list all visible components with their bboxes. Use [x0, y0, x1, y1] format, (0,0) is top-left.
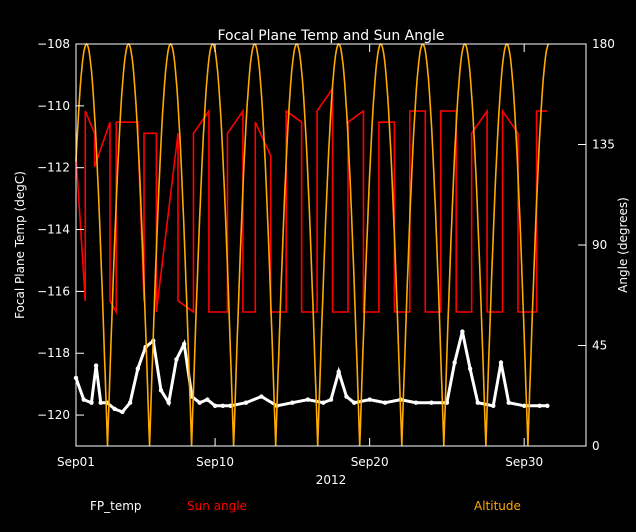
x-tick-label: Sep20: [351, 455, 389, 469]
legend-sun-angle: Sun angle: [187, 499, 247, 513]
legend-altitude: Altitude: [474, 499, 521, 513]
y-axis-label: Focal Plane Temp (degC): [13, 171, 27, 319]
y2-tick-label: 90: [592, 238, 607, 252]
y2-tick-label: 135: [592, 138, 615, 152]
altitude-line: [75, 43, 550, 447]
y-tick-label: −120: [37, 408, 70, 422]
y-tick-label: −112: [37, 161, 70, 175]
legend-fp-temp: FP_temp: [90, 499, 142, 513]
y-tick-label: −116: [37, 284, 70, 298]
x-tick-label: Sep10: [196, 455, 234, 469]
x-tick-label: Sep30: [505, 455, 543, 469]
y-tick-label: −118: [37, 346, 70, 360]
series-layer: [73, 43, 550, 447]
fp-temp-line: [74, 331, 548, 414]
y-tick-label: −114: [37, 223, 70, 237]
y-tick-label: −108: [37, 37, 70, 51]
y2-tick-label: 45: [592, 339, 607, 353]
y2-axis-label: Angle (degrees): [616, 197, 630, 293]
y2-tick-label: 180: [592, 37, 615, 51]
x-axis-label: 2012: [316, 473, 347, 487]
y2-tick-label: 0: [592, 439, 600, 453]
x-tick-label: Sep01: [57, 455, 95, 469]
chart-title: Focal Plane Temp and Sun Angle: [217, 28, 444, 44]
y-tick-label: −110: [37, 99, 70, 113]
tick-layer: Sep01 Sep10 Sep20 Sep30 −120 −118 −116 −114 −112…: [37, 37, 615, 469]
